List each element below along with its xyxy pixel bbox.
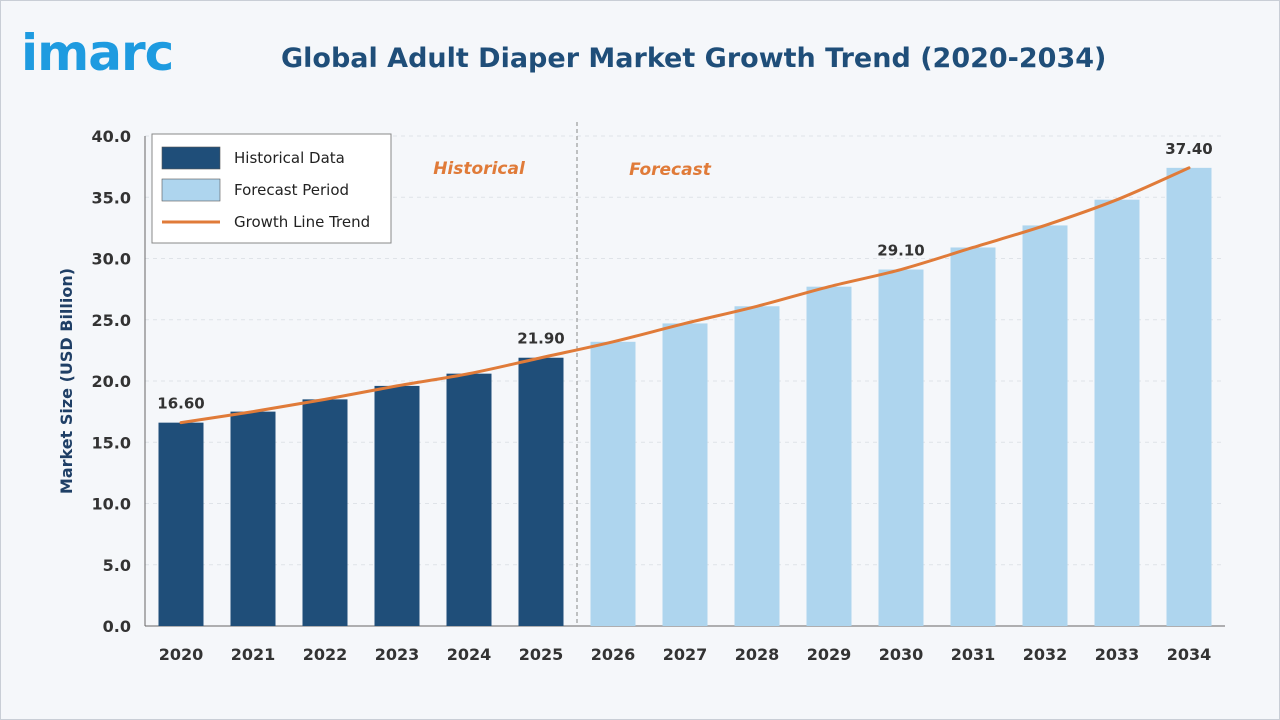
x-tick-label: 2023	[375, 645, 420, 664]
y-axis-label: Market Size (USD Billion)	[57, 268, 76, 494]
historical-bar	[518, 357, 564, 626]
y-tick-label: 10.0	[92, 495, 131, 514]
growth-trend-line	[179, 166, 1191, 425]
legend-swatch-forecast	[161, 178, 221, 202]
legend: Historical Data Forecast Period Growth Lin…	[151, 133, 392, 244]
historical-bar	[158, 422, 204, 626]
x-tick-label: 2028	[735, 645, 780, 664]
x-tick-label: 2032	[1023, 645, 1068, 664]
x-tick-label: 2030	[879, 645, 924, 664]
x-tick-label: 2034	[1167, 645, 1212, 664]
legend-label: Historical Data	[234, 149, 345, 167]
x-tick-label: 2033	[1095, 645, 1140, 664]
forecast-bar	[878, 269, 924, 626]
y-tick-label: 30.0	[92, 250, 131, 269]
labels: 16.60 21.90 29.10 37.40 Historical Forecast	[157, 140, 1212, 413]
forecast-bar	[734, 306, 780, 626]
forecast-bar	[1094, 199, 1140, 626]
y-tick-label: 25.0	[92, 311, 131, 330]
x-tick-label: 2020	[159, 645, 204, 664]
x-tick-label: 2022	[303, 645, 348, 664]
x-tick-label: 2025	[519, 645, 564, 664]
forecast-bar	[806, 286, 852, 626]
legend-swatch-historical	[161, 146, 221, 170]
forecast-section-label: Forecast	[629, 160, 712, 180]
imarc-logo: imarc	[21, 23, 174, 83]
data-label: 21.90	[517, 330, 564, 348]
historical-section-label: Historical	[433, 159, 526, 179]
data-label: 16.60	[157, 395, 204, 413]
forecast-bar	[662, 323, 708, 626]
historical-bar	[230, 411, 276, 626]
y-tick-label: 35.0	[92, 188, 131, 207]
y-tick-label: 5.0	[103, 556, 131, 575]
y-tick-label: 15.0	[92, 433, 131, 452]
data-label: 29.10	[877, 242, 924, 260]
data-label: 37.40	[1165, 140, 1212, 158]
forecast-bar	[1166, 167, 1212, 626]
x-tick-label: 2024	[447, 645, 492, 664]
y-tick-label: 20.0	[92, 372, 131, 391]
x-tick-label: 2021	[231, 645, 276, 664]
x-tick-label: 2027	[663, 645, 708, 664]
x-tick-label: 2031	[951, 645, 996, 664]
x-tick-label: 2029	[807, 645, 852, 664]
bars	[158, 167, 1212, 627]
forecast-bar	[950, 247, 996, 626]
axes: 0.0 5.0 10.0 15.0 20.0 25.0 30.0 35.0 40.0 Market…	[57, 127, 1225, 664]
historical-bar	[374, 385, 420, 626]
historical-bar	[446, 373, 492, 626]
y-tick-label: 0.0	[103, 617, 131, 636]
forecast-bar	[1022, 225, 1068, 627]
legend-label: Forecast Period	[234, 181, 349, 199]
chart-title: Global Adult Diaper Market Growth Trend …	[281, 43, 1107, 74]
legend-label: Growth Line Trend	[234, 213, 370, 231]
logo-text: imarc	[21, 24, 174, 82]
y-tick-label: 40.0	[92, 127, 131, 146]
forecast-bar	[590, 341, 636, 626]
historical-bar	[302, 399, 348, 626]
trend-line-layer	[179, 166, 1191, 425]
x-tick-label: 2026	[591, 645, 636, 664]
